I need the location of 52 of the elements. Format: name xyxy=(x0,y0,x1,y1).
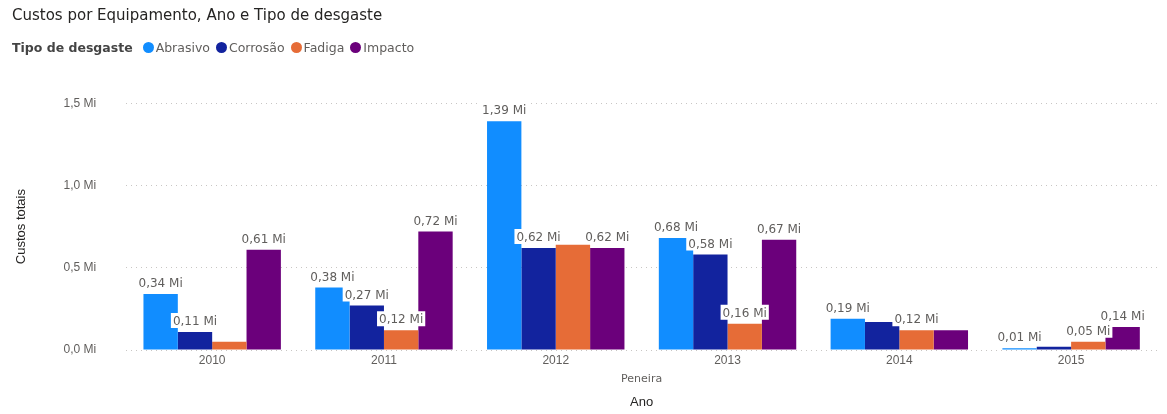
legend-label: Fadiga xyxy=(303,40,345,55)
bar xyxy=(177,331,213,350)
data-label: 0,58 Mi xyxy=(688,236,733,251)
legend-label: Impacto xyxy=(363,40,415,55)
data-label: 0,67 Mi xyxy=(756,221,802,236)
data-label: 0,12 Mi xyxy=(894,312,939,327)
x-axis-title: Ano xyxy=(630,393,654,409)
y-tick-label: 0,5 Mi xyxy=(63,260,97,275)
data-label: 0,38 Mi xyxy=(310,269,355,284)
text: Peneira xyxy=(621,372,663,385)
x-tick-label: 2010 xyxy=(198,352,226,367)
data-label: 0,14 Mi xyxy=(1100,309,1145,324)
x-tick-label: 2013 xyxy=(714,352,742,367)
data-label: 0,34 Mi xyxy=(138,276,183,291)
data-label: 0,68 Mi xyxy=(653,220,699,235)
data-label: 0,27 Mi xyxy=(344,287,389,302)
bar xyxy=(212,341,247,350)
bar xyxy=(521,247,556,350)
data-label: 0,11 Mi xyxy=(172,314,218,329)
y-tick-label: 1,5 Mi xyxy=(63,95,97,110)
legend-label: Corrosão xyxy=(228,40,285,55)
data-label: 0,72 Mi xyxy=(413,213,458,228)
data-label: 0,12 Mi xyxy=(379,312,424,327)
x-tick-label: 2012 xyxy=(542,352,570,367)
data-label: 0,01 Mi xyxy=(997,330,1042,345)
bar xyxy=(727,323,762,350)
bar xyxy=(864,322,900,350)
bar xyxy=(590,247,625,350)
legend-title: Tipo de desgaste xyxy=(12,40,133,55)
data-label: 0,05 Mi xyxy=(1066,323,1111,338)
data-label: 0,16 Mi xyxy=(722,305,767,320)
data-label: 0,62 Mi xyxy=(585,230,630,245)
data-label: 0,62 Mi xyxy=(516,230,561,245)
y-axis-title: Custos totais xyxy=(13,188,29,265)
bar xyxy=(383,330,419,350)
y-tick-label: 0,0 Mi xyxy=(63,342,97,357)
legend-label: Abrasivo xyxy=(155,40,210,55)
data-label: 0,61 Mi xyxy=(241,231,286,246)
bar xyxy=(555,244,591,350)
bar xyxy=(830,318,865,350)
data-label: 0,19 Mi xyxy=(825,300,870,315)
x-tick-label: 2014 xyxy=(885,352,913,367)
data-label: 1,39 Mi xyxy=(482,103,527,118)
bar xyxy=(933,330,969,350)
x-tick-label: 2015 xyxy=(1057,352,1085,367)
bar xyxy=(1071,341,1106,350)
x-tick-label: 2011 xyxy=(371,352,398,367)
chart-title: Custos por Equipamento, Ano e Tipo de desgaste xyxy=(12,6,383,24)
bar xyxy=(1036,346,1072,350)
bar xyxy=(246,249,281,350)
y-tick-label: 1,0 Mi xyxy=(63,177,97,192)
bar xyxy=(899,330,934,350)
